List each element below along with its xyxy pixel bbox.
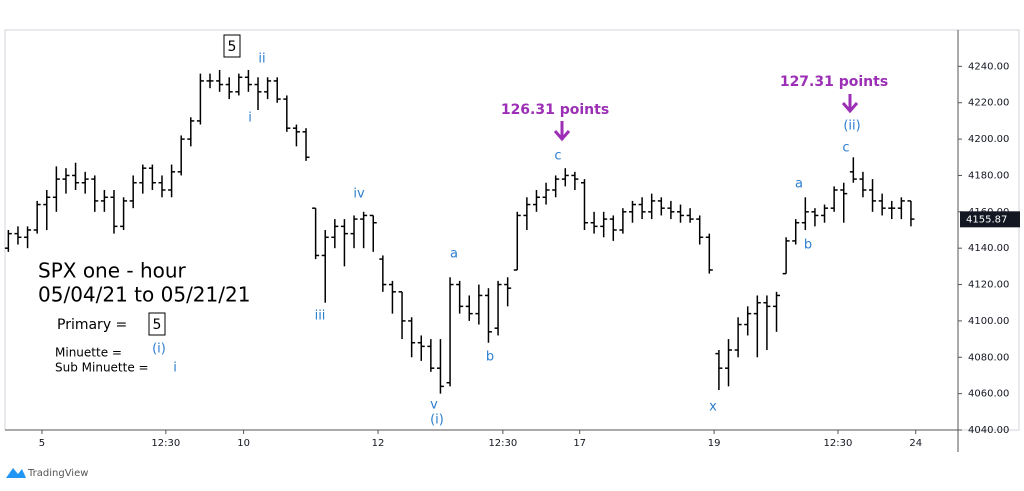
annotation: c [554,149,561,164]
y-tick-label: 4180.00 [968,170,1009,181]
y-tick-label: 4220.00 [968,98,1009,109]
annotation: iii [315,309,326,324]
annotation: iv [353,187,365,202]
x-tick-label: 12:30 [151,438,180,449]
plot [4,70,915,394]
annotation: (ii) [843,119,860,134]
annotation: v [430,398,438,413]
y-tick-label: 4080.00 [968,352,1009,363]
y-tick-label: 4240.00 [968,61,1009,72]
y-tick-label: 4100.00 [968,316,1009,327]
footer[interactable]: TradingView [27,468,88,479]
y-tick-label: 4200.00 [968,134,1009,145]
legend-dates: 05/04/21 to 05/21/21 [38,283,250,307]
annotation: 127.31 points [780,74,888,90]
box [223,34,241,58]
frame [4,29,1020,431]
legend-value: 5 [153,317,162,333]
x-tick-label: 12:30 [824,438,853,449]
y-tick-label: 4040.00 [968,425,1009,436]
last-price-label: 4155.87 [966,214,1007,225]
arrow [841,94,859,114]
annotation: a [795,177,803,192]
x-tick-label: 5 [39,438,45,449]
x-tick-label: 12 [372,438,385,449]
y-tick-label: 4140.00 [968,243,1009,254]
last-price-box [960,211,1020,228]
annotation: 5 [228,39,237,55]
legend-value: i [173,361,177,376]
annotation: a [450,247,458,262]
annotation: c [842,141,849,156]
y-tick-label: 4120.00 [968,280,1009,291]
annotation: ii [258,52,265,67]
x-tick-label: 24 [909,438,922,449]
annotation: b [486,350,494,365]
x-tick-label: 12:30 [488,438,517,449]
annotation: i [248,111,252,126]
annotation: b [804,238,812,253]
x-tick-label: 10 [237,438,250,449]
legend-label: Primary = [57,317,127,333]
annotation: x [709,400,717,415]
arrow [553,121,571,142]
x-tick-label: 19 [708,438,721,449]
x-tick-label: 17 [573,438,586,449]
annotation: (i) [430,413,444,428]
y-tick-label: 4060.00 [968,389,1009,400]
legend-label: Minuette = [55,346,122,360]
legend-title: SPX one - hour [38,259,187,283]
legend-value: (i) [152,342,166,357]
logo [6,468,26,478]
box [148,312,166,336]
annotation: 126.31 points [501,102,609,118]
legend-label: Sub Minuette = [55,361,149,375]
